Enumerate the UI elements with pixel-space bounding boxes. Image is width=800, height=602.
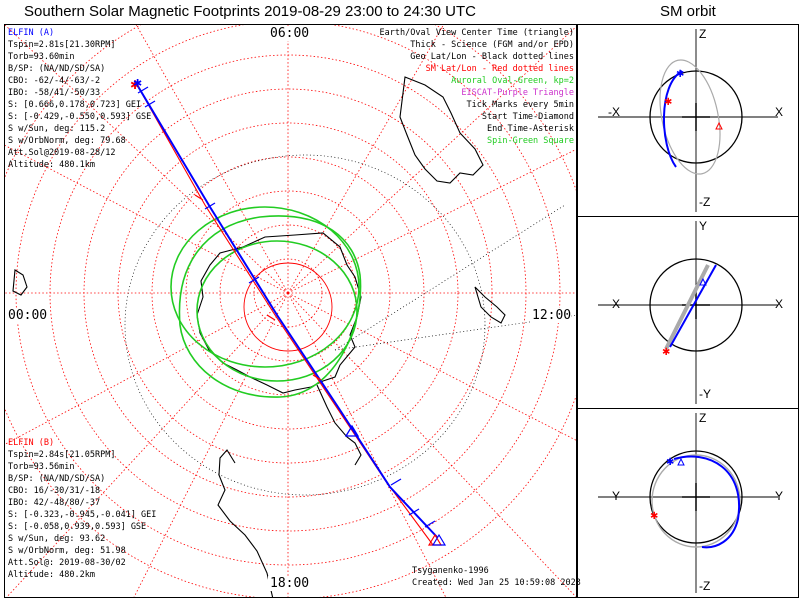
elfin-b-center-triangle	[427, 533, 443, 546]
hour-label-left: 00:00	[8, 308, 48, 323]
legend-item: Earth/Oval View Center Time (triangle)	[379, 28, 574, 38]
polar-map: ✱ ✱	[5, 25, 576, 597]
elfin-a-line: Att.Sol@2019-08-28/12	[8, 148, 116, 158]
elfin-b-line: B/SP: (NA/ND/SD/SA)	[8, 474, 106, 484]
australia-coastline	[399, 76, 484, 184]
orbit-xz-label-bottom: -Z	[699, 195, 711, 209]
orbit-panel-xz: ✱ ✱	[578, 25, 798, 217]
elfin-a-line: Torb=93.60min	[8, 52, 75, 62]
orbit-xz-label-top: Z	[699, 27, 707, 41]
south-america-coastline	[217, 449, 274, 597]
antarctic-peninsula	[316, 384, 362, 466]
legend-item: Tick Marks every 5min	[466, 100, 574, 110]
orbit-yz-label-left: -Y	[608, 489, 620, 503]
orbit-xy-label-left: -X	[608, 297, 620, 311]
svg-text:✱: ✱	[650, 511, 658, 522]
geo-grid	[124, 154, 576, 496]
created-timestamp: Created: Wed Jan 25 10:59:08 2023	[412, 578, 581, 588]
orbit-xz-plot: ✱ ✱	[598, 29, 778, 212]
orbit-panel-yz: ✱ ✱	[578, 409, 798, 597]
auroral-oval	[170, 206, 362, 398]
elfin-a-start-asterisk: ✱	[133, 78, 142, 90]
footprint-plot: ✱ ✱	[4, 24, 577, 598]
svg-text:✱: ✱	[676, 69, 684, 80]
elfin-b-line: Altitude: 480.2km	[8, 570, 95, 580]
elfin-b-line: Att.Sol@: 2019-08-30/02	[8, 558, 126, 568]
orbit-yz-label-right: Y	[775, 489, 784, 503]
orbit-panels: ✱ ✱ Z -Z -X X ✱ Y -Y -X X	[577, 24, 799, 598]
antarctica-coastline	[196, 232, 362, 394]
orbit-yz-label-bottom: -Z	[699, 579, 711, 593]
elfin-b-line: S: [-0.323,-0.945,-0.041] GEI	[8, 510, 157, 520]
orbit-xy-label-top: Y	[699, 219, 708, 233]
orbit-xy-plot: ✱	[598, 221, 778, 404]
sm-pole-circle	[243, 262, 333, 352]
elfin-b-line: S: [-0.058,0.939,0.593] GSE	[8, 522, 147, 532]
svg-text:✱: ✱	[664, 97, 672, 108]
legend-item: End Time-Asterisk	[487, 124, 574, 134]
orbit-title: SM orbit	[660, 3, 716, 20]
elfin-a-ticks	[137, 86, 436, 528]
elfin-a-line: CBO: -62/-4/-63/-2	[8, 76, 101, 86]
orbit-xz-label-right: X	[775, 105, 784, 119]
elfin-a-line: IBO: -58/41/-50/33	[8, 88, 101, 98]
elfin-b-track	[135, 82, 434, 546]
new-zealand-coastline	[474, 286, 506, 324]
elfin-b-line: S w/Sun, deg: 93.62	[8, 534, 106, 544]
elfin-a-line: S w/Sun, deg: 115.2	[8, 124, 106, 134]
legend-item: EISCAT-Purple Triangle	[461, 88, 574, 98]
elfin-b-line: Tspin=2.84s[21.05RPM]	[8, 450, 116, 460]
legend-item: Auroral Oval-Green, kp=2	[451, 76, 574, 86]
orbit-panel-xy: ✱	[578, 217, 798, 409]
svg-text:✱: ✱	[666, 457, 674, 468]
elfin-b-header: ELFIN (B)	[8, 438, 55, 448]
elfin-a-track	[135, 82, 438, 538]
hour-label-right: 12:00	[532, 308, 572, 323]
elfin-a-line: S: [-0.429,-0.550,0.593] GSE	[8, 112, 152, 122]
page-title: Southern Solar Magnetic Footprints 2019-…	[24, 3, 476, 20]
hour-label-top: 06:00	[268, 26, 312, 41]
elfin-b-line: IBO: 42/-48/80/-37	[8, 498, 101, 508]
elfin-a-line: Tspin=2.81s[21.30RPM]	[8, 40, 116, 50]
legend-item: Thick - Science (FGM and/or EPD)	[410, 40, 574, 50]
elfin-a-line: S w/OrbNorm, deg: 79.68	[8, 136, 126, 146]
elfin-a-line: B/SP: (NA/ND/SD/SA)	[8, 64, 106, 74]
elfin-b-line: CBO: 16/-30/31/-18	[8, 486, 101, 496]
orbit-yz-plot: ✱ ✱	[598, 413, 778, 593]
africa-tip-coastline	[12, 269, 28, 296]
elfin-b-line: Torb=93.56min	[8, 462, 75, 472]
elfin-b-line: S w/OrbNorm, deg: 51.98	[8, 546, 126, 556]
elfin-a-line: S: [0.666,0.178,0.723] GEI	[8, 100, 142, 110]
legend-item: Geo Lat/Lon - Black dotted lines	[410, 52, 574, 62]
elfin-a-line: Altitude: 480.1km	[8, 160, 95, 170]
orbit-xy-label-bottom: -Y	[699, 387, 711, 401]
elfin-a-center-triangle	[344, 424, 360, 437]
legend-item: SM Lat/Lon - Red dotted lines	[425, 64, 574, 74]
elfin-b-start-asterisk: ✱	[130, 78, 140, 92]
orbit-yz-label-top: Z	[699, 411, 707, 425]
svg-text:✱: ✱	[662, 347, 670, 358]
elfin-a-header: ELFIN (A)	[8, 28, 55, 38]
model-credit: Tsyganenko-1996	[412, 566, 489, 576]
elfin-b-ticks	[194, 194, 322, 381]
orbit-xz-label-left: -X	[608, 105, 620, 119]
elfin-a-end-triangle	[431, 533, 447, 546]
legend-item: Start Time-Diamond	[481, 112, 574, 122]
orbit-xy-label-right: X	[775, 297, 784, 311]
hour-label-bottom: 18:00	[268, 576, 312, 591]
legend-item: Spin-Green Square	[487, 136, 574, 146]
